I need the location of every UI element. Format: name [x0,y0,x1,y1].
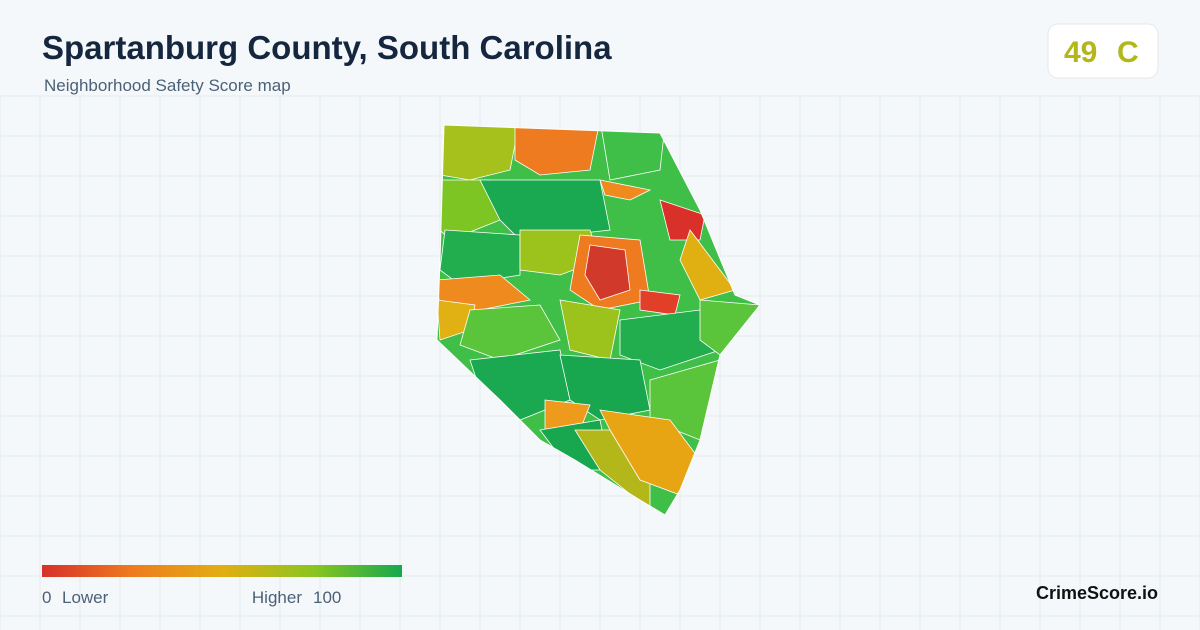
brand: CrimeScore.io [1036,583,1158,603]
legend-gradient [42,565,402,577]
score-value: 49 [1064,36,1097,69]
legend-max-label: Higher [252,588,302,607]
legend-min: 0 [42,588,51,607]
score-grade: C [1117,36,1139,69]
page-subtitle: Neighborhood Safety Score map [44,76,291,95]
page-title: Spartanburg County, South Carolina [42,29,612,66]
county-outline [436,124,761,516]
legend-min-label: Lower [62,588,109,607]
score-badge [1047,23,1159,79]
legend-max: 100 [313,588,341,607]
county-map [437,125,760,515]
